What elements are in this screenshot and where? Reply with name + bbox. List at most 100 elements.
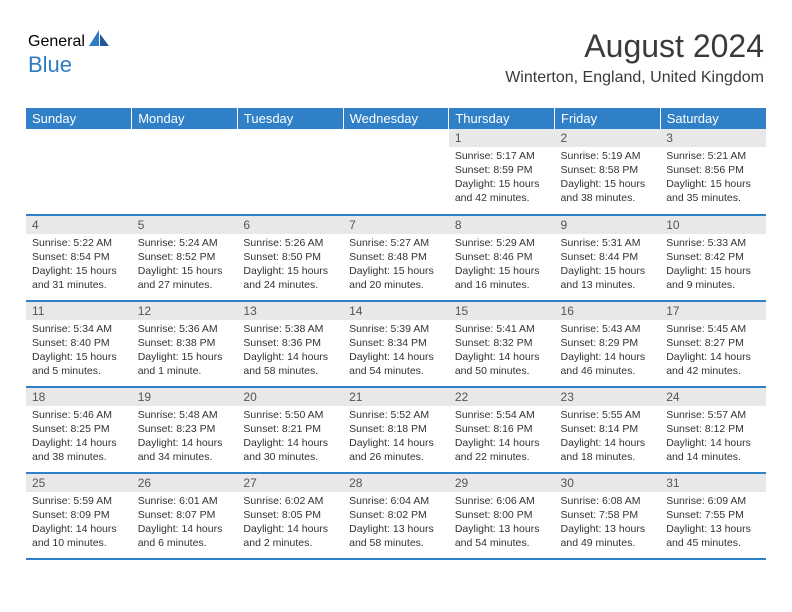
day-number: 19: [132, 388, 238, 406]
weekday-saturday: Saturday: [660, 108, 766, 129]
calendar-cell: 1Sunrise: 5:17 AMSunset: 8:59 PMDaylight…: [449, 129, 555, 215]
calendar-cell: [26, 129, 132, 215]
calendar-cell: 15Sunrise: 5:41 AMSunset: 8:32 PMDayligh…: [449, 301, 555, 387]
weekday-friday: Friday: [555, 108, 661, 129]
logo-text-blue: Blue: [28, 52, 72, 77]
day-number: 14: [343, 302, 449, 320]
logo-text-general: General: [28, 33, 85, 51]
day-number: 17: [660, 302, 766, 320]
calendar-cell: 21Sunrise: 5:52 AMSunset: 8:18 PMDayligh…: [343, 387, 449, 473]
day-info: Sunrise: 5:41 AMSunset: 8:32 PMDaylight:…: [449, 320, 555, 382]
calendar-week-row: 11Sunrise: 5:34 AMSunset: 8:40 PMDayligh…: [26, 301, 766, 387]
calendar-cell: 17Sunrise: 5:45 AMSunset: 8:27 PMDayligh…: [660, 301, 766, 387]
day-number: 12: [132, 302, 238, 320]
day-number: 2: [555, 129, 661, 147]
day-number: 7: [343, 216, 449, 234]
day-number: 4: [26, 216, 132, 234]
weekday-sunday: Sunday: [26, 108, 132, 129]
day-info: Sunrise: 5:54 AMSunset: 8:16 PMDaylight:…: [449, 406, 555, 468]
day-number: 16: [555, 302, 661, 320]
calendar-cell: 24Sunrise: 5:57 AMSunset: 8:12 PMDayligh…: [660, 387, 766, 473]
page-title: August 2024: [505, 28, 764, 65]
day-info: Sunrise: 5:50 AMSunset: 8:21 PMDaylight:…: [237, 406, 343, 468]
day-info: Sunrise: 5:43 AMSunset: 8:29 PMDaylight:…: [555, 320, 661, 382]
day-info: Sunrise: 5:55 AMSunset: 8:14 PMDaylight:…: [555, 406, 661, 468]
day-info: Sunrise: 5:24 AMSunset: 8:52 PMDaylight:…: [132, 234, 238, 296]
day-number: 31: [660, 474, 766, 492]
calendar-cell: 3Sunrise: 5:21 AMSunset: 8:56 PMDaylight…: [660, 129, 766, 215]
day-number: 10: [660, 216, 766, 234]
header: August 2024 Winterton, England, United K…: [505, 28, 764, 87]
day-info: Sunrise: 5:46 AMSunset: 8:25 PMDaylight:…: [26, 406, 132, 468]
day-info: Sunrise: 5:34 AMSunset: 8:40 PMDaylight:…: [26, 320, 132, 382]
day-number: 9: [555, 216, 661, 234]
calendar-cell: 5Sunrise: 5:24 AMSunset: 8:52 PMDaylight…: [132, 215, 238, 301]
calendar-table: Sunday Monday Tuesday Wednesday Thursday…: [26, 108, 766, 560]
day-number: 27: [237, 474, 343, 492]
day-info: Sunrise: 5:19 AMSunset: 8:58 PMDaylight:…: [555, 147, 661, 209]
day-number: 6: [237, 216, 343, 234]
day-info: Sunrise: 5:29 AMSunset: 8:46 PMDaylight:…: [449, 234, 555, 296]
weekday-monday: Monday: [132, 108, 238, 129]
weekday-tuesday: Tuesday: [237, 108, 343, 129]
calendar-week-row: 18Sunrise: 5:46 AMSunset: 8:25 PMDayligh…: [26, 387, 766, 473]
calendar-cell: [343, 129, 449, 215]
day-info: Sunrise: 6:02 AMSunset: 8:05 PMDaylight:…: [237, 492, 343, 554]
logo-sail-icon: [89, 30, 111, 53]
calendar-cell: 4Sunrise: 5:22 AMSunset: 8:54 PMDaylight…: [26, 215, 132, 301]
day-number: 26: [132, 474, 238, 492]
day-info: Sunrise: 5:45 AMSunset: 8:27 PMDaylight:…: [660, 320, 766, 382]
calendar-cell: 30Sunrise: 6:08 AMSunset: 7:58 PMDayligh…: [555, 473, 661, 559]
day-number: 8: [449, 216, 555, 234]
calendar-cell: 18Sunrise: 5:46 AMSunset: 8:25 PMDayligh…: [26, 387, 132, 473]
day-info: Sunrise: 5:36 AMSunset: 8:38 PMDaylight:…: [132, 320, 238, 382]
day-number: 28: [343, 474, 449, 492]
calendar-body: 1Sunrise: 5:17 AMSunset: 8:59 PMDaylight…: [26, 129, 766, 559]
calendar-cell: 11Sunrise: 5:34 AMSunset: 8:40 PMDayligh…: [26, 301, 132, 387]
day-info: Sunrise: 5:21 AMSunset: 8:56 PMDaylight:…: [660, 147, 766, 209]
day-info: Sunrise: 5:39 AMSunset: 8:34 PMDaylight:…: [343, 320, 449, 382]
day-info: Sunrise: 5:33 AMSunset: 8:42 PMDaylight:…: [660, 234, 766, 296]
calendar-cell: 13Sunrise: 5:38 AMSunset: 8:36 PMDayligh…: [237, 301, 343, 387]
weekday-wednesday: Wednesday: [343, 108, 449, 129]
calendar-cell: [237, 129, 343, 215]
day-number: 1: [449, 129, 555, 147]
logo: General Blue: [28, 30, 111, 53]
calendar-cell: 31Sunrise: 6:09 AMSunset: 7:55 PMDayligh…: [660, 473, 766, 559]
calendar-cell: 20Sunrise: 5:50 AMSunset: 8:21 PMDayligh…: [237, 387, 343, 473]
calendar-cell: 14Sunrise: 5:39 AMSunset: 8:34 PMDayligh…: [343, 301, 449, 387]
day-info: Sunrise: 5:22 AMSunset: 8:54 PMDaylight:…: [26, 234, 132, 296]
day-number: 11: [26, 302, 132, 320]
day-info: Sunrise: 5:48 AMSunset: 8:23 PMDaylight:…: [132, 406, 238, 468]
calendar-week-row: 4Sunrise: 5:22 AMSunset: 8:54 PMDaylight…: [26, 215, 766, 301]
day-info: Sunrise: 5:26 AMSunset: 8:50 PMDaylight:…: [237, 234, 343, 296]
day-info: Sunrise: 5:59 AMSunset: 8:09 PMDaylight:…: [26, 492, 132, 554]
calendar-cell: 19Sunrise: 5:48 AMSunset: 8:23 PMDayligh…: [132, 387, 238, 473]
weekday-header-row: Sunday Monday Tuesday Wednesday Thursday…: [26, 108, 766, 129]
calendar-cell: 12Sunrise: 5:36 AMSunset: 8:38 PMDayligh…: [132, 301, 238, 387]
calendar-cell: 29Sunrise: 6:06 AMSunset: 8:00 PMDayligh…: [449, 473, 555, 559]
day-number: 29: [449, 474, 555, 492]
day-number: 15: [449, 302, 555, 320]
day-number: 25: [26, 474, 132, 492]
calendar-week-row: 25Sunrise: 5:59 AMSunset: 8:09 PMDayligh…: [26, 473, 766, 559]
calendar-cell: 22Sunrise: 5:54 AMSunset: 8:16 PMDayligh…: [449, 387, 555, 473]
calendar-cell: 10Sunrise: 5:33 AMSunset: 8:42 PMDayligh…: [660, 215, 766, 301]
day-info: Sunrise: 6:08 AMSunset: 7:58 PMDaylight:…: [555, 492, 661, 554]
weekday-thursday: Thursday: [449, 108, 555, 129]
calendar-cell: 28Sunrise: 6:04 AMSunset: 8:02 PMDayligh…: [343, 473, 449, 559]
day-info: Sunrise: 5:38 AMSunset: 8:36 PMDaylight:…: [237, 320, 343, 382]
day-info: Sunrise: 6:06 AMSunset: 8:00 PMDaylight:…: [449, 492, 555, 554]
day-number: 23: [555, 388, 661, 406]
calendar-cell: 9Sunrise: 5:31 AMSunset: 8:44 PMDaylight…: [555, 215, 661, 301]
day-info: Sunrise: 6:09 AMSunset: 7:55 PMDaylight:…: [660, 492, 766, 554]
day-number: 13: [237, 302, 343, 320]
day-number: 3: [660, 129, 766, 147]
day-number: 24: [660, 388, 766, 406]
calendar-cell: [132, 129, 238, 215]
day-info: Sunrise: 5:27 AMSunset: 8:48 PMDaylight:…: [343, 234, 449, 296]
calendar-cell: 26Sunrise: 6:01 AMSunset: 8:07 PMDayligh…: [132, 473, 238, 559]
day-info: Sunrise: 5:52 AMSunset: 8:18 PMDaylight:…: [343, 406, 449, 468]
calendar-cell: 8Sunrise: 5:29 AMSunset: 8:46 PMDaylight…: [449, 215, 555, 301]
page-subtitle: Winterton, England, United Kingdom: [505, 69, 764, 87]
